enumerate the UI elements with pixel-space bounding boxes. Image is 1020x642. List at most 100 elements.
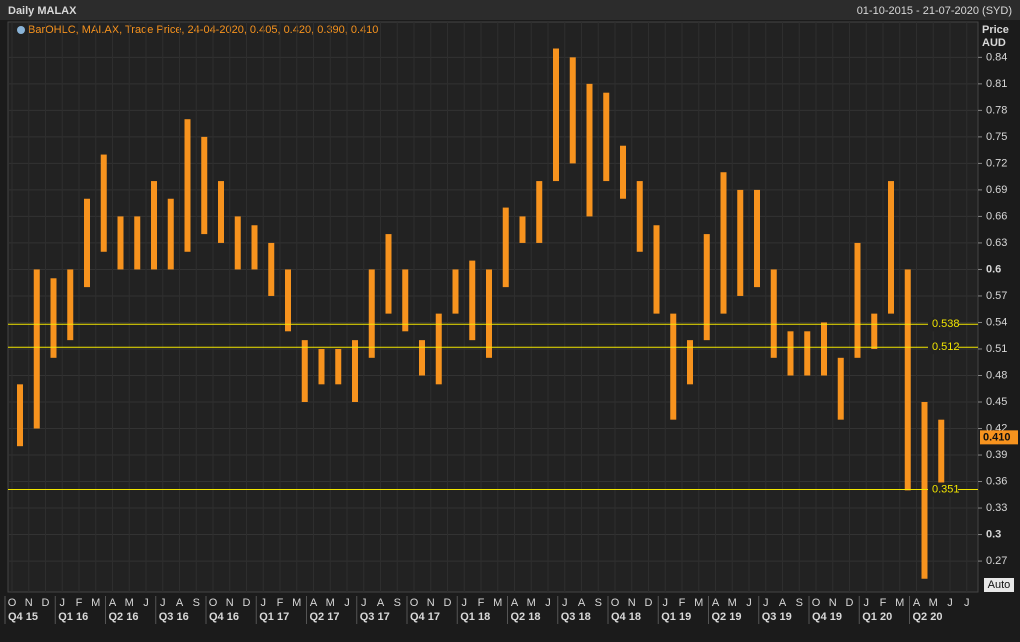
price-bar xyxy=(586,83,593,217)
x-tick-label: O xyxy=(812,597,821,609)
y-tick-label: 0.45 xyxy=(986,396,1007,408)
x-tick-label: O xyxy=(410,597,419,609)
y-tick-label: 0.51 xyxy=(986,343,1007,355)
price-bar xyxy=(770,269,777,358)
price-bar xyxy=(703,234,710,341)
price-bar xyxy=(167,198,174,270)
y-tick-label: 0.6 xyxy=(986,263,1001,275)
x-tick-label: J xyxy=(562,597,568,609)
x-tick-label: A xyxy=(578,597,586,609)
auto-button[interactable] xyxy=(984,578,1014,592)
price-bar xyxy=(888,181,894,314)
price-bar xyxy=(234,216,241,270)
y-tick-label: 0.39 xyxy=(986,449,1007,461)
price-bar xyxy=(720,172,727,314)
x-tick-label: J xyxy=(462,597,468,609)
quarter-label: Q2 19 xyxy=(712,611,742,623)
price-bar xyxy=(84,198,90,288)
price-bar xyxy=(821,322,827,376)
price-bar xyxy=(620,145,626,199)
quarter-label: Q3 19 xyxy=(762,611,792,623)
price-bar xyxy=(335,348,342,385)
x-tick-label: M xyxy=(527,597,536,609)
x-tick-label: A xyxy=(176,597,184,609)
price-bar xyxy=(603,92,610,182)
x-tick-label: D xyxy=(243,597,251,609)
y-tick-label: 0.69 xyxy=(986,184,1007,196)
x-tick-label: M xyxy=(895,597,904,609)
price-bar xyxy=(754,189,760,288)
price-bar xyxy=(218,181,224,243)
x-tick-label: S xyxy=(193,597,200,609)
y-tick-label: 0.84 xyxy=(986,51,1007,63)
auto-button-label[interactable]: Auto xyxy=(988,579,1011,591)
y-tick-label: 0.3 xyxy=(986,528,1001,540)
price-bar xyxy=(385,234,392,314)
x-tick-label: J xyxy=(344,597,350,609)
x-tick-label: S xyxy=(394,597,401,609)
quarter-label: Q3 17 xyxy=(360,611,390,623)
price-bar xyxy=(469,260,476,341)
x-tick-label: A xyxy=(511,597,519,609)
price-bar xyxy=(670,313,677,420)
quarter-label: Q1 20 xyxy=(862,611,892,623)
quarter-label: Q4 19 xyxy=(812,611,842,623)
x-tick-label: A xyxy=(712,597,720,609)
quarter-label: Q1 18 xyxy=(460,611,490,623)
y-tick-label: 0.72 xyxy=(986,157,1007,169)
x-tick-label: J xyxy=(864,597,870,609)
level-label-bg xyxy=(928,482,958,497)
price-bar xyxy=(452,269,459,314)
price-bar xyxy=(854,242,861,358)
quarter-label: Q2 17 xyxy=(310,611,340,623)
quarter-label: Q3 16 xyxy=(159,611,189,623)
quarter-label: Q1 16 xyxy=(58,611,88,623)
level-label-bg xyxy=(928,317,958,332)
quarter-label: Q4 16 xyxy=(209,611,239,623)
x-tick-label: M xyxy=(694,597,703,609)
level-label: 0.538 xyxy=(932,318,960,330)
price-bar xyxy=(352,340,358,402)
x-tick-label: N xyxy=(25,597,33,609)
x-tick-label: N xyxy=(628,597,636,609)
price-bar xyxy=(486,269,492,358)
price-bar xyxy=(318,348,325,385)
price-bar xyxy=(938,419,945,491)
x-tick-label: F xyxy=(277,597,284,609)
x-tick-label: A xyxy=(913,597,921,609)
price-bar xyxy=(301,340,308,402)
price-bar xyxy=(737,189,744,296)
x-tick-label: S xyxy=(595,597,602,609)
x-tick-label: J xyxy=(746,597,752,609)
x-tick-label: D xyxy=(645,597,653,609)
quarter-label: Q3 18 xyxy=(561,611,591,623)
y-tick-label: 0.36 xyxy=(986,475,1007,487)
price-bar xyxy=(151,181,157,270)
price-bar xyxy=(904,269,911,491)
x-tick-label: N xyxy=(427,597,435,609)
x-tick-label: M xyxy=(929,597,938,609)
y-tick-label: 0.75 xyxy=(986,131,1007,143)
y-tick-label: 0.54 xyxy=(986,316,1007,328)
x-tick-label: O xyxy=(8,597,17,609)
x-tick-label: J xyxy=(763,597,769,609)
date-range: 01-10-2015 - 21-07-2020 (SYD) xyxy=(857,5,1012,17)
price-bar xyxy=(837,357,844,420)
price-bar xyxy=(871,313,878,349)
legend-icon xyxy=(17,26,25,34)
x-tick-label: J xyxy=(361,597,367,609)
x-tick-label: J xyxy=(964,597,970,609)
price-bar xyxy=(100,154,107,252)
x-tick-label: S xyxy=(796,597,803,609)
x-tick-label: D xyxy=(846,597,854,609)
price-bar xyxy=(653,225,660,314)
x-tick-label: N xyxy=(226,597,234,609)
price-bar xyxy=(50,278,57,358)
quarter-label: Q2 20 xyxy=(913,611,943,623)
y-tick-label: 0.57 xyxy=(986,290,1007,302)
x-tick-label: N xyxy=(829,597,837,609)
price-bar xyxy=(368,269,375,358)
x-tick-label: J xyxy=(60,597,66,609)
x-tick-label: A xyxy=(377,597,385,609)
